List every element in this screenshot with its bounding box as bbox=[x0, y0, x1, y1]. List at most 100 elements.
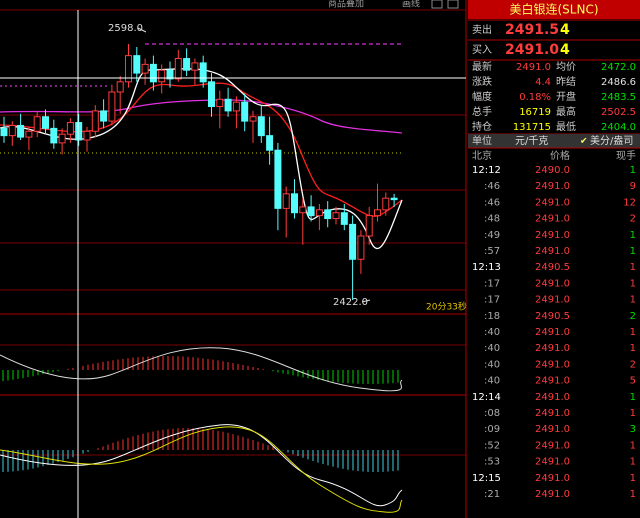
trade-price: 2491.0 bbox=[535, 359, 570, 370]
trade-time: :17 bbox=[484, 278, 500, 289]
stat-label: 最低 bbox=[556, 120, 576, 133]
trade-time: :09 bbox=[484, 424, 500, 435]
trade-price: 2491.0 bbox=[535, 392, 570, 403]
trade-volume: 1 bbox=[630, 440, 636, 451]
trade-time: :49 bbox=[484, 230, 500, 241]
col-volume: 现手 bbox=[616, 149, 636, 162]
high-label: 2598.0 bbox=[108, 23, 143, 34]
col-time: 北京 bbox=[472, 149, 492, 162]
candle-body bbox=[274, 149, 282, 209]
trade-price: 2491.0 bbox=[535, 214, 570, 225]
unit-option[interactable]: 元/千克 bbox=[515, 135, 548, 147]
candle-body bbox=[349, 223, 357, 260]
stat-label: 最高 bbox=[556, 105, 576, 118]
candle-body bbox=[374, 209, 381, 217]
trade-volume: 1 bbox=[630, 165, 636, 176]
trade-time: 12:13 bbox=[472, 262, 501, 273]
candle-body bbox=[174, 58, 182, 80]
stat-value: 0.18% bbox=[519, 92, 551, 103]
stat-label: 幅度 bbox=[472, 90, 492, 103]
trade-price: 2491.0 bbox=[535, 327, 570, 338]
unit-label: 单位 bbox=[472, 134, 492, 147]
candle-body bbox=[42, 116, 49, 129]
draw-line-button[interactable]: 画线 bbox=[402, 0, 420, 10]
trade-volume: 2 bbox=[630, 311, 636, 322]
check: ✔ bbox=[580, 137, 588, 147]
trade-volume: 1 bbox=[630, 278, 636, 289]
low-pointer bbox=[361, 299, 371, 303]
trade-price: 2491.0 bbox=[535, 489, 570, 500]
trade-price: 2491.0 bbox=[535, 440, 570, 451]
icon[interactable] bbox=[431, 0, 443, 9]
candle-body bbox=[17, 124, 25, 138]
col-price: 价格 bbox=[550, 149, 570, 162]
high-pointer bbox=[137, 27, 147, 33]
trade-volume: 1 bbox=[630, 489, 636, 500]
candle-body bbox=[357, 235, 365, 260]
icon[interactable] bbox=[447, 0, 459, 9]
candle-body bbox=[332, 212, 340, 220]
trade-price: 2491.0 bbox=[535, 457, 570, 468]
stat-value: 2483.5 bbox=[601, 92, 636, 103]
stat-value: 131715 bbox=[513, 122, 551, 133]
trade-time: :21 bbox=[484, 489, 500, 500]
trade-volume: 5 bbox=[630, 376, 636, 387]
trade-price: 2491.0 bbox=[535, 246, 570, 257]
trade-time: :52 bbox=[484, 440, 500, 451]
trade-volume: 9 bbox=[630, 181, 636, 192]
candle-body bbox=[224, 98, 232, 112]
trade-volume: 2 bbox=[630, 359, 636, 370]
trade-price: 2491.0 bbox=[535, 376, 570, 387]
trade-time: :46 bbox=[484, 181, 500, 192]
candle-body bbox=[75, 122, 83, 141]
candle-body bbox=[116, 81, 124, 93]
trade-price: 2490.5 bbox=[535, 311, 570, 322]
candle-body bbox=[191, 62, 199, 71]
candle-body bbox=[365, 215, 373, 237]
overlay-button[interactable]: 商品叠加 bbox=[328, 0, 364, 10]
stat-value: 2491.0 bbox=[516, 62, 551, 73]
trade-volume: 1 bbox=[630, 343, 636, 354]
ask-price: 2491.5 bbox=[505, 22, 559, 38]
trade-price: 2490.0 bbox=[535, 165, 570, 176]
stat-value: 4.4 bbox=[535, 77, 551, 88]
candles bbox=[0, 44, 398, 300]
stat-label: 均价 bbox=[556, 61, 576, 73]
trade-time: :40 bbox=[484, 343, 500, 354]
candle-body bbox=[141, 63, 149, 74]
candle-body bbox=[0, 127, 8, 137]
trade-price: 2490.5 bbox=[535, 262, 570, 273]
trade-time: 12:12 bbox=[472, 165, 501, 176]
trade-time: :17 bbox=[484, 295, 500, 306]
trade-time: :08 bbox=[484, 408, 500, 419]
indicator-panels bbox=[0, 347, 403, 513]
bid-size: 4 bbox=[560, 42, 570, 58]
candle-body bbox=[232, 101, 240, 112]
stat-value: 2502.5 bbox=[601, 107, 636, 118]
candle-body bbox=[58, 133, 66, 144]
candle-body bbox=[50, 127, 58, 144]
low-label: 2422.0 bbox=[333, 297, 368, 308]
trade-time: :18 bbox=[484, 311, 500, 322]
candle-body bbox=[291, 193, 298, 214]
candle-body bbox=[208, 81, 215, 108]
ask-size: 4 bbox=[560, 22, 570, 38]
candle-body bbox=[25, 130, 33, 138]
candle-body bbox=[91, 110, 99, 132]
candle-body bbox=[166, 69, 174, 80]
trade-volume: 12 bbox=[623, 197, 636, 208]
trade-volume: 1 bbox=[630, 327, 636, 338]
stats: 最新 2491.0 均价 2472.0 涨跌 4.4 昨结 2486.6 幅度 0.18% 开盘 24… bbox=[472, 60, 636, 133]
candle-body bbox=[66, 122, 74, 135]
candle-body bbox=[183, 58, 191, 71]
candle-body bbox=[8, 124, 16, 137]
trades: 12:12 2490.0 1:46 2491.0 9:46 2491.0 12:48 2491… bbox=[472, 165, 636, 500]
bid-price: 2491.0 bbox=[505, 42, 559, 58]
bid-label: 买入 bbox=[472, 44, 492, 56]
stat-value: 2404.0 bbox=[601, 122, 636, 133]
ask-label: 卖出 bbox=[472, 23, 492, 36]
candle-body bbox=[382, 197, 390, 211]
unit-option[interactable]: 美分/盎司 bbox=[590, 134, 633, 147]
stat-value: 2486.6 bbox=[601, 77, 636, 88]
